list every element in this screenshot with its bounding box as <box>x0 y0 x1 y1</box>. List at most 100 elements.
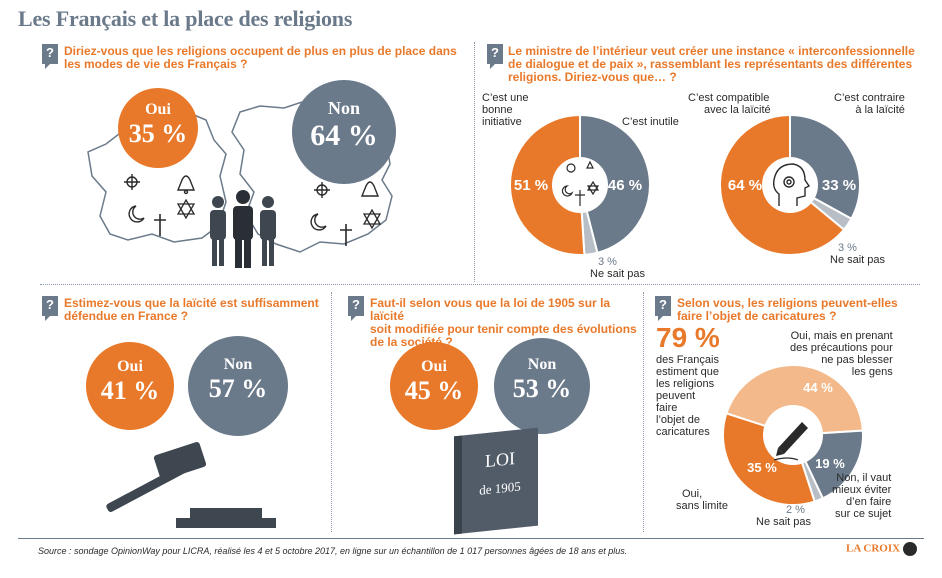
panel2-question-line3: religions. Diriez-vous que… ? <box>508 70 677 84</box>
panel5-label-right: Non, il vaut mieux éviter d’en faire sur… <box>832 472 891 520</box>
panel1-non-value: 64 % <box>310 119 378 152</box>
panel1-non-label: Non <box>327 98 360 118</box>
source-note: Source : sondage OpinionWay pour LICRA, … <box>38 546 628 556</box>
question-icon: ? <box>42 44 58 69</box>
bell-icon <box>176 175 196 195</box>
panel4-oui-value: 45 % <box>404 376 464 405</box>
pieA-slice-0 <box>579 113 651 255</box>
pie-a-label-right: C’est inutile <box>622 116 679 128</box>
star-of-david-icon-2 <box>362 208 382 230</box>
panel5-label-bottom: Ne sait pas <box>756 516 812 528</box>
divider-middle <box>40 284 920 285</box>
pencil-icon <box>773 422 808 461</box>
label-left-line2: sans limite <box>676 500 728 512</box>
religious-symbols-icon <box>561 160 600 206</box>
crescent-star-icon <box>128 205 145 223</box>
pie-a-v2: 46 % <box>608 177 642 194</box>
panel4-oui-label: Oui <box>421 358 447 375</box>
label-top-line2: des précautions pour <box>790 342 893 354</box>
head-profile-icon <box>772 163 811 206</box>
om-icon-2 <box>314 182 330 198</box>
big-text-line1: des Français <box>656 354 719 366</box>
panel2-question-line1: Le ministre de l’intérieur veut créer un… <box>508 44 915 58</box>
big-text-line6: l’objet de <box>656 414 701 426</box>
panel1-oui-value: 35 % <box>128 119 188 148</box>
pie-a-label-bottom-value: 3 % <box>598 256 617 268</box>
donut-v-top: 44 % <box>803 380 833 395</box>
pie-b-label-left-line2: avec la laïcité <box>704 104 771 116</box>
label-right-line2: mieux éviter <box>832 484 892 496</box>
panel1-non-bubble: Non 64 % <box>292 80 396 184</box>
panel3-question-line2: défendue en France ? <box>64 309 189 323</box>
pie-b-label-left-line1: C’est compatible <box>688 92 770 104</box>
label-right-line1: Non, il vaut <box>836 472 892 484</box>
brand-badge-icon <box>902 542 917 556</box>
divider-bottom-right <box>643 292 644 532</box>
book-line2: de 1905 <box>479 478 521 498</box>
law-book-icon: LOI de 1905 <box>454 427 538 535</box>
label-top-line4: les gens <box>851 366 893 378</box>
pie-a-label-left-line1: C’est une <box>482 92 529 104</box>
panel1-question-line1: Diriez-vous que les religions occupent d… <box>64 44 457 58</box>
question-icon: ? <box>487 44 503 69</box>
om-icon <box>124 174 140 190</box>
divider-bottom-left <box>331 292 332 532</box>
panel4-question-line3: de la société ? <box>370 335 453 349</box>
cross-icon <box>154 214 166 236</box>
panel4-non-bubble: Non 53 % <box>494 338 590 434</box>
panel2-question: Le ministre de l’intérieur veut créer un… <box>508 45 928 84</box>
panel3-question: Estimez-vous que la laïcité est suffisam… <box>64 297 324 323</box>
bottom-rule <box>18 538 924 539</box>
panel3-oui-value: 41 % <box>100 376 160 405</box>
pie-b-label-right: C’est contraire à la laïcité <box>834 92 905 116</box>
star-of-david-icon <box>176 198 196 220</box>
question-icon: ? <box>42 296 58 321</box>
panel4-non-value: 53 % <box>512 374 572 403</box>
bell-icon-2 <box>360 181 380 197</box>
donut-v-left: 35 % <box>747 460 777 475</box>
pie-b-v2: 33 % <box>822 177 856 194</box>
pie-b-v1: 64 % <box>728 177 762 194</box>
panel5-donut: 44 % 35 % 19 % <box>722 364 864 506</box>
label-left-line1: Oui, <box>682 488 703 500</box>
book-line1: LOI <box>485 448 515 472</box>
donut-v-right: 19 % <box>815 456 845 471</box>
label-right-line3: d’en faire <box>846 496 892 508</box>
panel5-question-line1: Selon vous, les religions peuvent-elles <box>677 296 898 310</box>
panel1-oui-label: Oui <box>145 101 171 118</box>
pie-a-label-left: C’est une bonne initiative <box>482 92 528 128</box>
panel3-question-line1: Estimez-vous que la laïcité est suffisam… <box>64 296 319 310</box>
panel5-label-bottom-value: 2 % <box>786 504 805 516</box>
pie-a-label-bottom: Ne sait pas <box>590 268 646 280</box>
panel1-question: Diriez-vous que les religions occupent d… <box>64 45 474 71</box>
brand-logo: LA CROIX <box>846 542 917 556</box>
pie-a-label-left-line3: initiative <box>482 116 522 128</box>
pie-b-label-bottom-value: 3 % <box>838 242 857 254</box>
pie-a-label-left-line2: bonne <box>482 104 513 116</box>
panel5-label-left: Oui, sans limite <box>676 488 728 512</box>
panel5-big-text: des Français estiment que les religions … <box>656 354 719 438</box>
divider-top <box>474 42 475 282</box>
panel4-question-line1: Faut-il selon vous que la loi de 1905 su… <box>370 296 611 323</box>
big-text-line5: faire <box>656 402 678 414</box>
question-icon: ? <box>348 296 364 321</box>
panel3-oui-bubble: Oui 41 % <box>86 342 174 430</box>
panel1-symbols <box>124 174 382 246</box>
pie-a-v1: 51 % <box>514 177 548 194</box>
big-text-line7: caricatures <box>656 426 710 438</box>
pieA-slice-2 <box>509 113 586 256</box>
crescent-star-icon-2 <box>310 213 327 231</box>
big-text-line2: estiment que <box>656 366 719 378</box>
panel1-question-line2: les modes de vie des Français ? <box>64 57 248 71</box>
panel4-question: Faut-il selon vous que la loi de 1905 su… <box>370 297 640 349</box>
pie-center-hole <box>552 157 608 213</box>
pie-b-label-right-line2: à la laïcité <box>855 104 905 116</box>
panel4-question-line2: soit modifiée pour tenir compte des évol… <box>370 322 637 336</box>
panel2-pie-a: 51 % 46 % <box>509 113 651 256</box>
label-top-line1: Oui, mais en prenant <box>790 330 893 342</box>
brand-name: LA CROIX <box>846 542 901 555</box>
panel4-oui-bubble: Oui 45 % <box>390 342 478 430</box>
label-right-line4: sur ce sujet <box>835 508 892 520</box>
panel5-big-value: 79 % <box>656 322 720 353</box>
panel3-non-value: 57 % <box>208 374 268 403</box>
